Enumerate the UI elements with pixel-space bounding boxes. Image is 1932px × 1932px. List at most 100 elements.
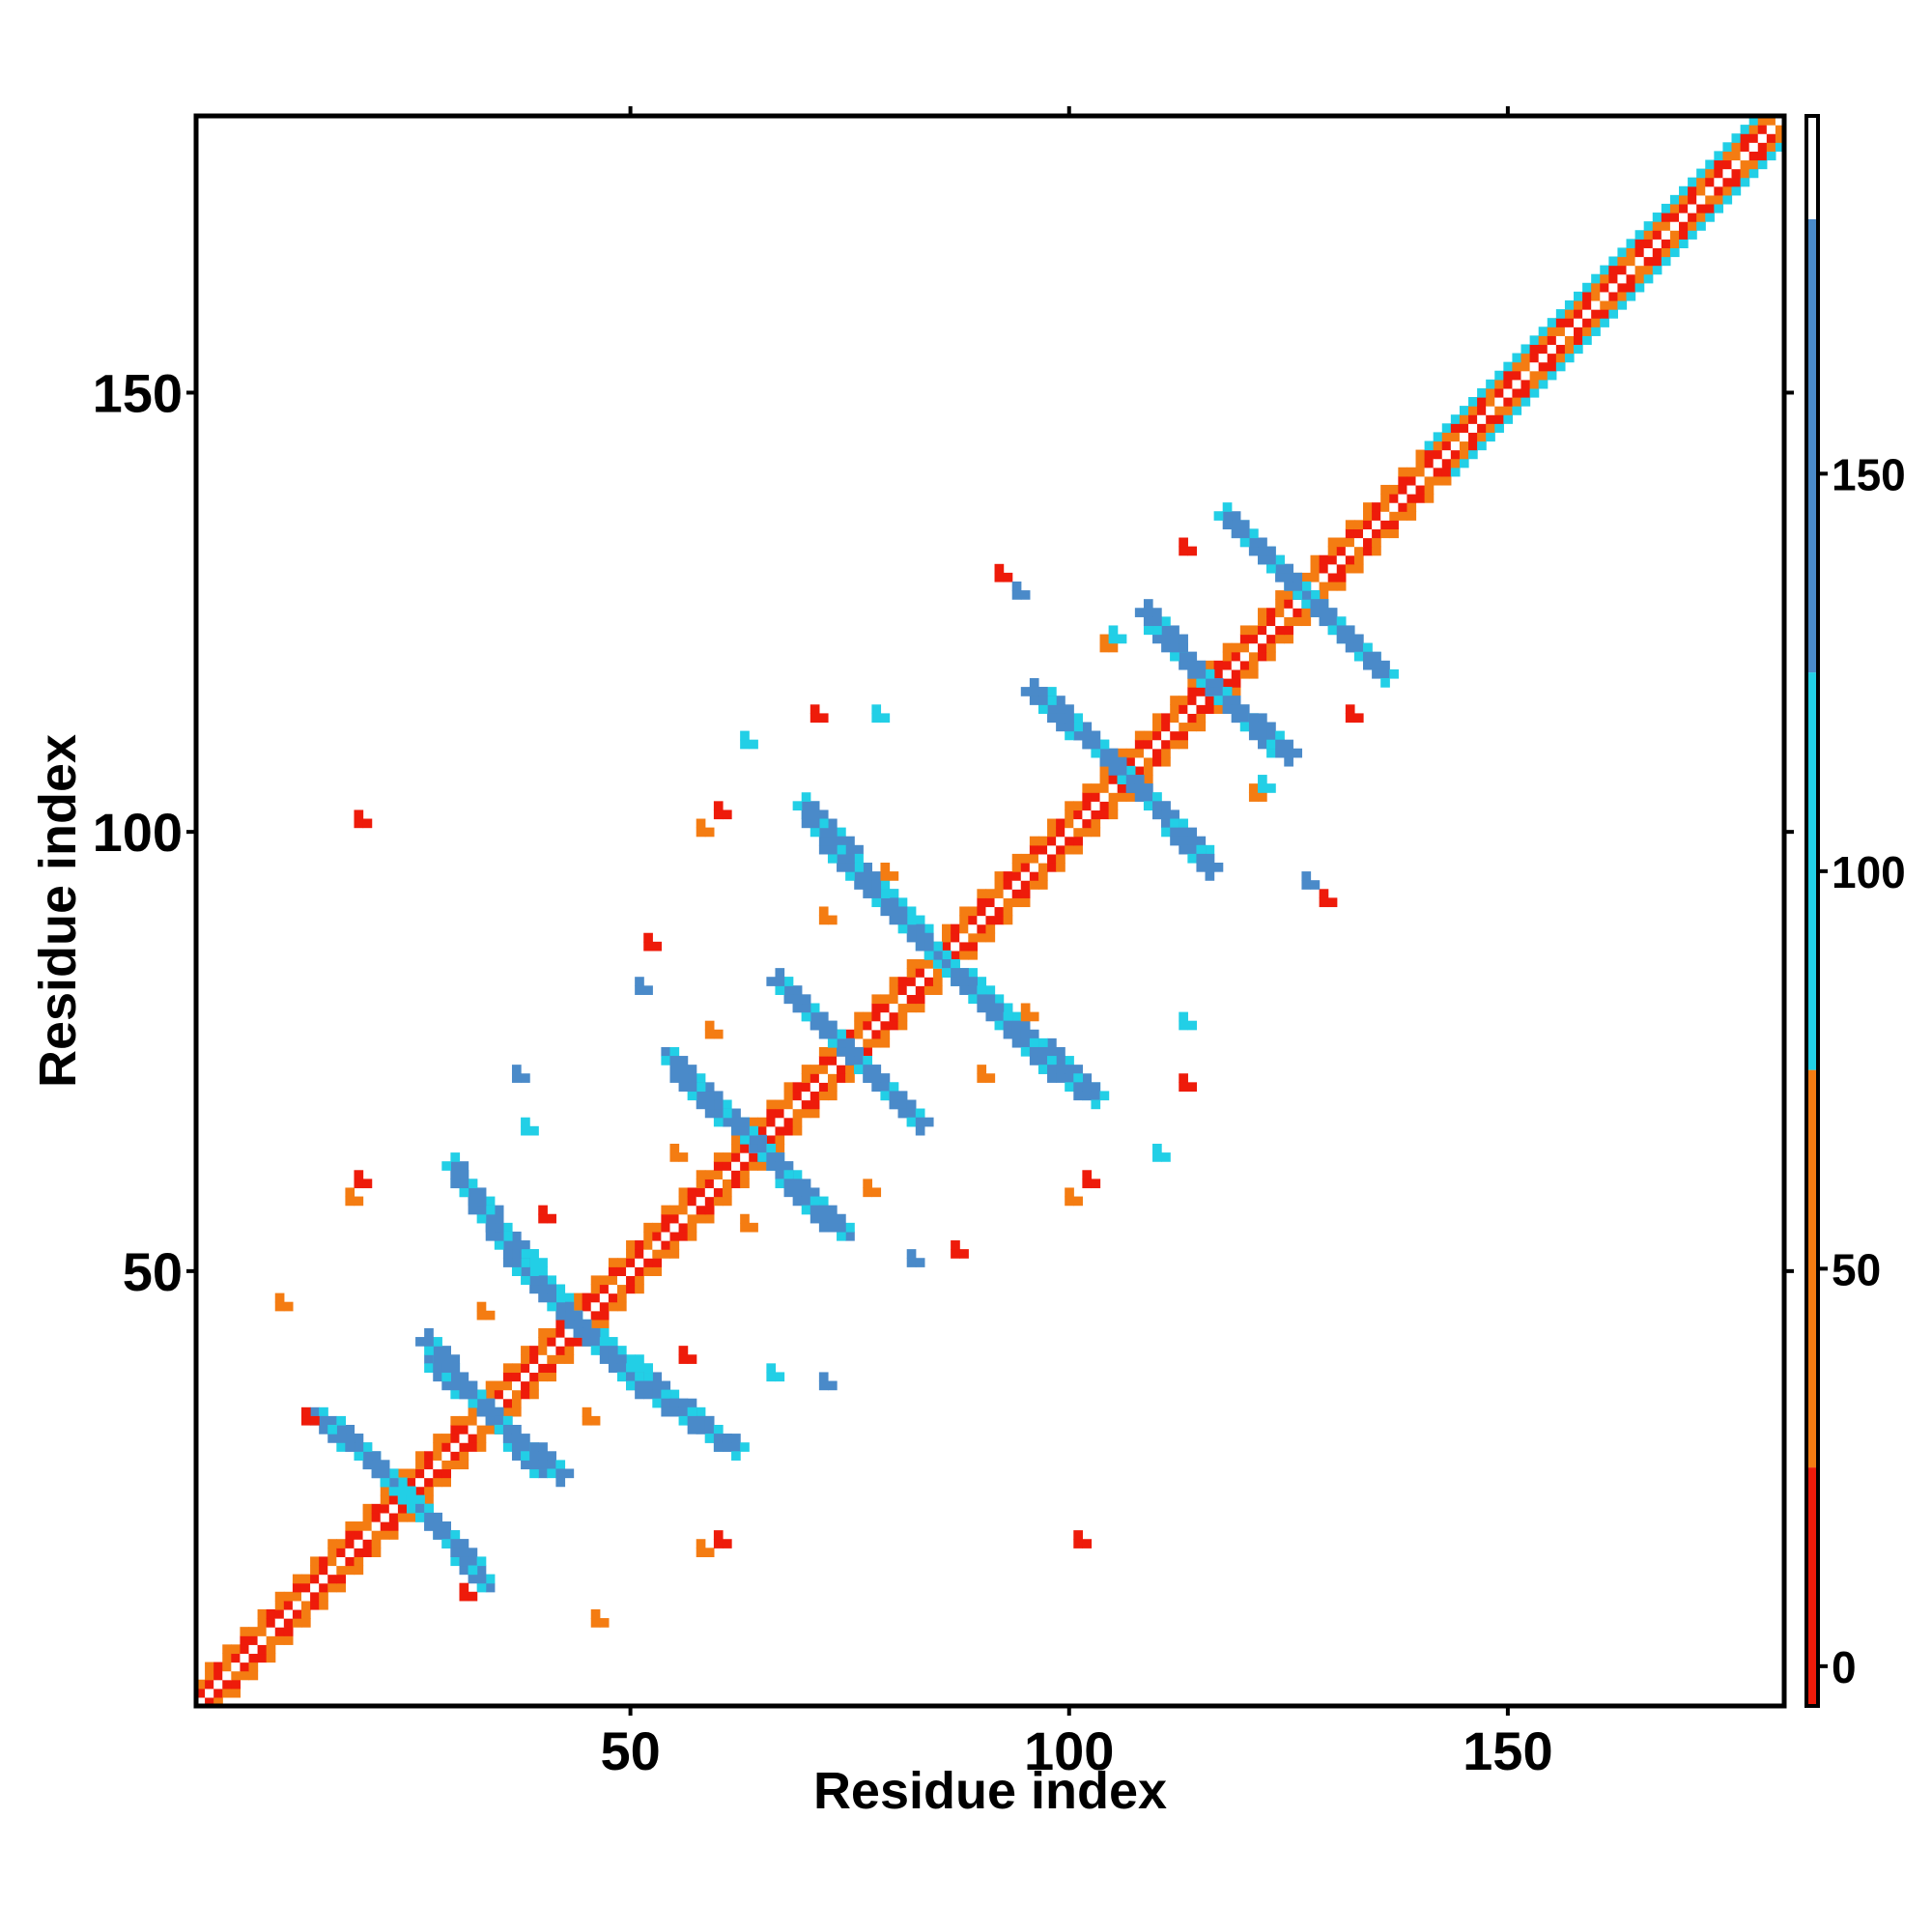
heatmap-cell	[1722, 142, 1733, 152]
heatmap-cell	[336, 1565, 347, 1576]
heatmap-cell	[626, 1258, 636, 1267]
contact-cell	[661, 1380, 671, 1391]
heatmap-cell	[1748, 151, 1759, 161]
heatmap-cell	[433, 1451, 442, 1461]
heatmap-cell	[1477, 406, 1487, 415]
heatmap-cell	[538, 1337, 548, 1347]
heatmap-cell	[616, 1266, 627, 1276]
diagonal-cell	[722, 1170, 732, 1179]
diagonal-cell	[1450, 440, 1461, 451]
contact-cell	[740, 1442, 750, 1452]
contact-cell	[424, 1346, 434, 1355]
contact-cell	[959, 968, 969, 978]
heatmap-cell	[354, 1530, 364, 1540]
heatmap-cell	[213, 1670, 223, 1681]
heatmap-cell	[1301, 616, 1312, 627]
contact-cell	[424, 1503, 434, 1514]
heatmap-cell	[441, 1460, 451, 1470]
contact-patch-cell	[740, 730, 750, 741]
heatmap-cell	[547, 1327, 556, 1338]
contact-cell	[521, 1460, 530, 1470]
contact-cell	[915, 941, 925, 952]
heatmap-cell	[1547, 335, 1557, 346]
heatmap-cell	[599, 1275, 610, 1286]
contact-cell	[397, 1494, 408, 1505]
contact-cell	[713, 1425, 724, 1435]
heatmap-cell	[1170, 739, 1179, 750]
diagonal-cell	[731, 1161, 741, 1171]
diagonal-cell	[1441, 449, 1452, 460]
heatmap-cell	[502, 1380, 513, 1391]
heatmap-cell	[1591, 282, 1601, 293]
contact-cell	[555, 1293, 566, 1303]
heatmap-cell	[248, 1627, 259, 1636]
contact-patch-cell	[1310, 880, 1321, 890]
contact-patch-cell	[1108, 625, 1119, 636]
diagonal-cell	[915, 977, 925, 986]
heatmap-cell	[1020, 880, 1031, 890]
heatmap-cell	[1477, 387, 1487, 398]
heatmap-cell	[564, 1337, 575, 1347]
diagonal-cell	[300, 1591, 311, 1602]
heatmap-cell	[1222, 642, 1233, 653]
contact-cell	[837, 1231, 846, 1241]
heatmap-cell	[818, 1065, 829, 1074]
heatmap-cell	[1327, 572, 1338, 582]
heatmap-cell	[538, 1346, 548, 1355]
contact-cell	[1372, 651, 1381, 662]
heatmap-cell	[722, 1196, 732, 1207]
contact-patch-cell	[713, 810, 724, 820]
heatmap-cell	[1705, 213, 1715, 222]
y-tick-label: 150	[93, 362, 183, 423]
heatmap-cell	[1705, 159, 1715, 170]
contact-patch-cell	[643, 985, 653, 995]
heatmap-cell	[283, 1627, 294, 1636]
diagonal-cell	[1600, 291, 1609, 301]
heatmap-cell	[810, 1073, 820, 1083]
contact-cell	[599, 1354, 610, 1364]
contact-cell	[336, 1442, 347, 1452]
contact-cell	[801, 801, 811, 811]
heatmap-cell	[1696, 185, 1706, 196]
heatmap-cell	[1661, 247, 1671, 258]
contact-patch-cell	[1099, 634, 1110, 644]
contact-cell	[897, 923, 908, 934]
contact-cell	[608, 1346, 618, 1355]
heatmap-cell	[538, 1372, 548, 1382]
colorbar-band	[1806, 1467, 1818, 1706]
contact-cell	[1161, 642, 1171, 653]
contact-cell	[582, 1327, 592, 1338]
contact-patch-cell	[696, 827, 706, 838]
contact-cell	[837, 827, 846, 838]
contact-patch-cell	[1345, 713, 1355, 724]
contact-cell	[1117, 765, 1127, 776]
heatmap-cell	[406, 1477, 416, 1488]
diagonal-cell	[1134, 756, 1145, 767]
contact-cell	[1231, 528, 1241, 539]
heatmap-cell	[573, 1301, 583, 1312]
heatmap-cell	[1424, 449, 1435, 460]
heatmap-cell	[696, 1187, 706, 1198]
diagonal-cell	[1529, 361, 1540, 372]
heatmap-cell	[1011, 853, 1022, 864]
contact-patch-cell	[766, 1372, 777, 1382]
heatmap-cell	[1099, 765, 1110, 776]
heatmap-cell	[1073, 844, 1083, 855]
heatmap-cell	[678, 1222, 689, 1233]
contact-cell	[468, 1574, 478, 1584]
heatmap-cell	[1731, 168, 1742, 179]
heatmap-cell	[1152, 756, 1162, 767]
heatmap-cell	[573, 1337, 583, 1347]
heatmap-cell	[1538, 361, 1548, 372]
contact-cell	[1196, 853, 1207, 864]
heatmap-cell	[1099, 801, 1110, 811]
contact-cell	[897, 897, 908, 908]
heatmap-cell	[1161, 713, 1171, 724]
heatmap-cell	[300, 1574, 311, 1584]
heatmap-cell	[616, 1284, 627, 1294]
diagonal-cell	[248, 1644, 259, 1655]
heatmap-cell	[1617, 291, 1628, 301]
contact-cell	[845, 871, 855, 881]
heatmap-cell	[450, 1425, 461, 1435]
